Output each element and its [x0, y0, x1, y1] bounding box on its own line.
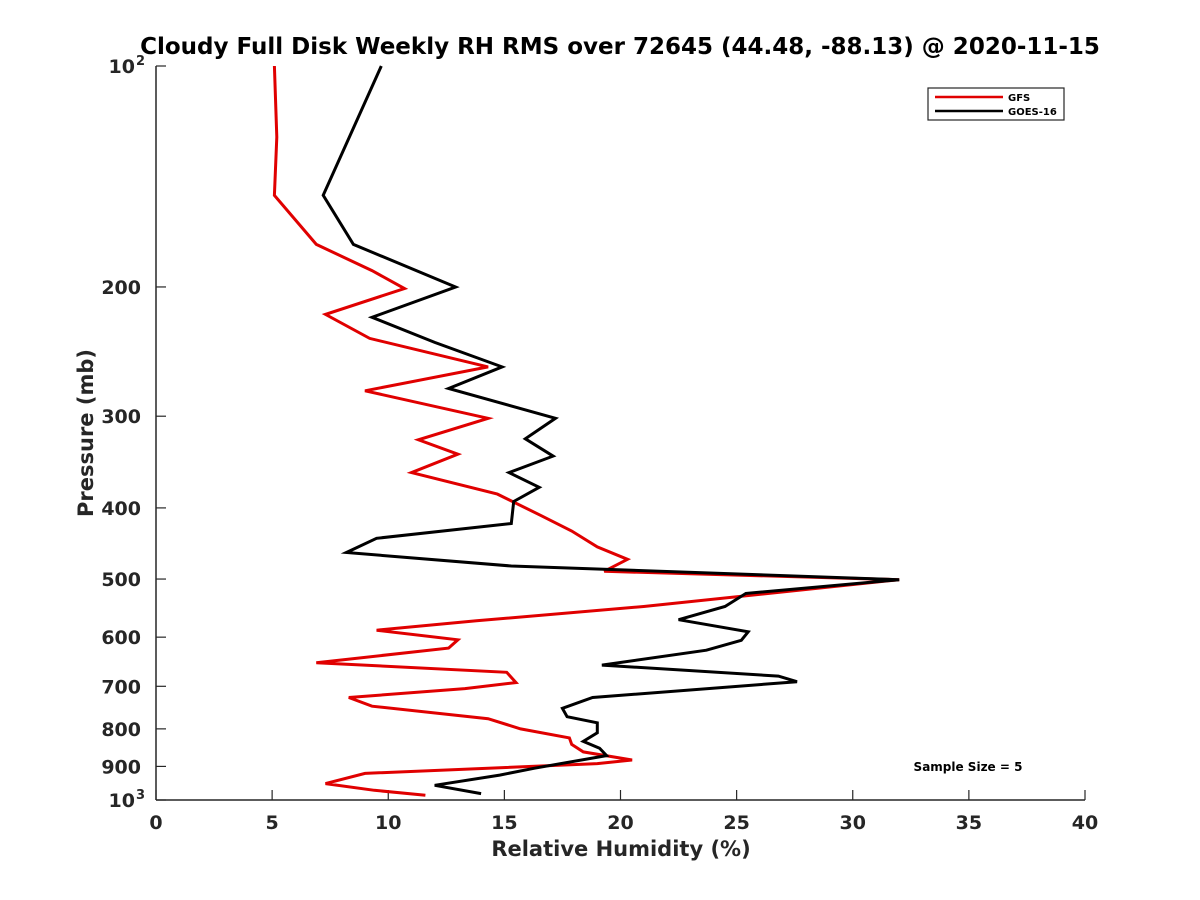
legend-box [927, 87, 1065, 121]
x-tick-label: 20 [607, 812, 633, 834]
series-layer [272, 65, 900, 797]
y-tick-label: 10 [109, 56, 135, 78]
y-tick-label: 800 [101, 719, 141, 741]
x-tick-label: 0 [149, 812, 162, 834]
legend-label-goes-16: GOES-16 [1008, 107, 1057, 118]
y-tick-label: 700 [101, 676, 141, 698]
y-tick-exponent: 3 [136, 788, 145, 803]
y-tick-label: 10 [109, 790, 135, 812]
x-tick-label: 40 [1072, 812, 1098, 834]
y-tick-exponent: 2 [136, 54, 145, 69]
legend: GFS GOES-16 [927, 87, 1065, 121]
x-tick-label: 30 [840, 812, 866, 834]
x-tick-label: 5 [266, 812, 279, 834]
y-tick-label: 600 [101, 627, 141, 649]
y-tick-label: 500 [101, 569, 141, 591]
series-line-gfs [272, 65, 900, 797]
legend-label-gfs: GFS [1008, 93, 1030, 104]
x-tick-label: 10 [375, 812, 401, 834]
y-axis-label: Pressure (mb) [74, 349, 98, 517]
chart-title: Cloudy Full Disk Weekly RH RMS over 7264… [140, 34, 1100, 60]
y-tick-label: 300 [101, 406, 141, 428]
y-tick-label: 200 [101, 277, 141, 299]
x-tick-label: 35 [956, 812, 982, 834]
y-tick-label: 400 [101, 498, 141, 520]
y-tick-label: 900 [101, 756, 141, 778]
series-line-goes-16 [321, 65, 900, 796]
x-tick-label: 25 [723, 812, 749, 834]
x-axis-label: Relative Humidity (%) [491, 837, 750, 861]
x-axis: 0 5 10 15 20 25 30 35 40 [149, 790, 1098, 834]
x-tick-label: 15 [491, 812, 517, 834]
sample-size-annotation: Sample Size = 5 [914, 760, 1023, 774]
